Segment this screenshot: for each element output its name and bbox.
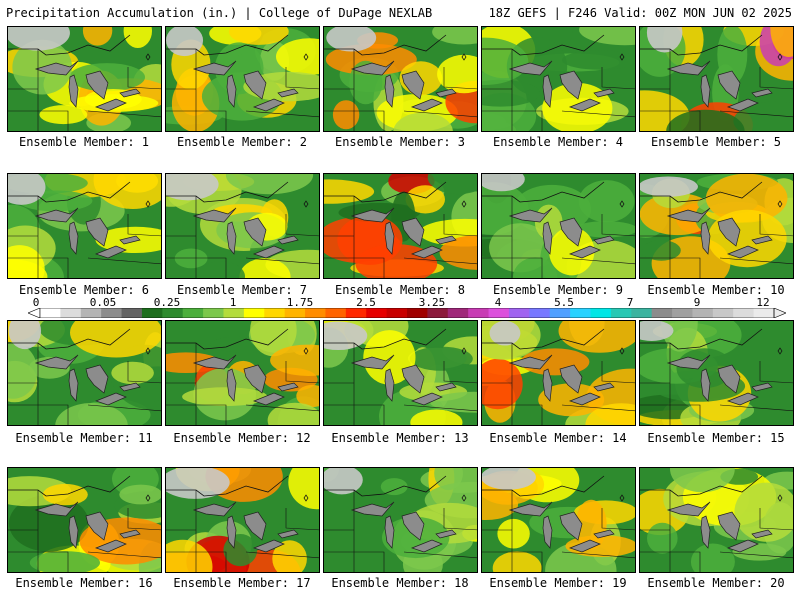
legend-swatch	[407, 308, 428, 318]
precip-map-panel	[323, 467, 478, 573]
legend-swatch	[40, 308, 61, 318]
precip-map-panel	[7, 26, 162, 132]
legend-swatch	[264, 308, 286, 318]
legend-tick-label: 0.05	[89, 296, 117, 309]
legend-swatch	[468, 308, 490, 318]
precip-map-panel	[639, 173, 794, 279]
precip-map-panel	[481, 173, 636, 279]
legend-arrow-right	[773, 308, 786, 318]
ensemble-member-caption: Ensemble Member: 13	[331, 431, 469, 445]
legend-swatch	[345, 308, 367, 318]
ensemble-member-caption: Ensemble Member: 12	[173, 431, 311, 445]
ensemble-member-caption: Ensemble Member: 2	[176, 135, 308, 149]
precip-map-panel	[165, 467, 320, 573]
legend-swatch	[427, 308, 449, 318]
ensemble-member-caption: Ensemble Member: 1	[18, 135, 150, 149]
legend-swatch	[366, 308, 388, 318]
legend-swatch	[570, 308, 591, 318]
legend-tick-label: 1.75	[286, 296, 314, 309]
legend-swatch	[223, 308, 245, 318]
precip-map-panel	[481, 320, 636, 426]
precip-map-panel	[481, 467, 636, 573]
legend-swatch	[610, 308, 632, 318]
legend-tick-label: 12	[756, 296, 770, 309]
ensemble-member-caption: Ensemble Member: 18	[331, 576, 469, 590]
legend-tick-label: 1	[229, 296, 237, 309]
precip-map-panel	[165, 173, 320, 279]
precip-map-panel	[7, 173, 162, 279]
legend-swatch	[590, 308, 612, 318]
legend-swatch	[488, 308, 510, 318]
precip-map-panel	[481, 26, 636, 132]
ensemble-member-caption: Ensemble Member: 5	[650, 135, 782, 149]
legend-tick-label: 5.5	[554, 296, 574, 309]
legend-tick-label: 0	[32, 296, 40, 309]
precip-map-panel	[7, 320, 162, 426]
legend-swatch	[243, 308, 265, 318]
legend-tick-label: 9	[693, 296, 701, 309]
ensemble-member-caption: Ensemble Member: 3	[334, 135, 466, 149]
ensemble-member-caption: Ensemble Member: 7	[176, 283, 308, 297]
header-valid-time: 18Z GEFS | F246 Valid: 00Z MON JUN 02 20…	[488, 6, 792, 20]
precip-map-panel	[165, 320, 320, 426]
legend-tick-label: 7	[626, 296, 634, 309]
precip-map-panel	[639, 467, 794, 573]
legend-swatch	[753, 308, 775, 318]
ensemble-member-caption: Ensemble Member: 6	[18, 283, 150, 297]
precip-map-panel	[639, 320, 794, 426]
legend-tick-label: 3.25	[418, 296, 446, 309]
legend-swatch	[80, 308, 102, 318]
legend-tick-label: 4	[494, 296, 502, 309]
legend-swatch	[672, 308, 693, 318]
legend-tick-label: 0.25	[153, 296, 181, 309]
legend-swatch	[182, 308, 204, 318]
ensemble-member-caption: Ensemble Member: 17	[173, 576, 311, 590]
legend-swatch	[529, 308, 551, 318]
ensemble-member-caption: Ensemble Member: 10	[647, 283, 785, 297]
legend-swatch	[733, 308, 755, 318]
ensemble-member-caption: Ensemble Member: 19	[489, 576, 627, 590]
ensemble-member-caption: Ensemble Member: 16	[15, 576, 153, 590]
legend-swatch	[651, 308, 673, 318]
precip-map-panel	[323, 173, 478, 279]
color-legend	[28, 308, 786, 318]
legend-swatch	[508, 308, 530, 318]
precip-map-panel	[323, 26, 478, 132]
precip-map-panel	[7, 467, 162, 573]
ensemble-member-caption: Ensemble Member: 20	[647, 576, 785, 590]
legend-swatch	[101, 308, 123, 318]
legend-swatch	[325, 308, 347, 318]
legend-swatch	[60, 308, 82, 318]
legend-swatch	[549, 308, 571, 318]
ensemble-member-caption: Ensemble Member: 4	[492, 135, 624, 149]
legend-swatch	[631, 308, 653, 318]
legend-swatch	[284, 308, 306, 318]
legend-swatch	[141, 308, 163, 318]
ensemble-member-caption: Ensemble Member: 14	[489, 431, 627, 445]
ensemble-member-caption: Ensemble Member: 8	[334, 283, 466, 297]
legend-swatch	[692, 308, 714, 318]
precip-map-panel	[639, 26, 794, 132]
header-title: Precipitation Accumulation (in.) | Colle…	[6, 6, 433, 20]
legend-arrow-left	[28, 308, 41, 318]
legend-swatch	[447, 308, 469, 318]
legend-swatch	[203, 308, 224, 318]
legend-swatch	[712, 308, 734, 318]
legend-swatch	[386, 308, 408, 318]
precip-map-panel	[323, 320, 478, 426]
ensemble-member-caption: Ensemble Member: 15	[647, 431, 785, 445]
precip-map-panel	[165, 26, 320, 132]
legend-swatch	[305, 308, 326, 318]
legend-swatch	[121, 308, 143, 318]
legend-swatch	[162, 308, 184, 318]
legend-tick-label: 2.5	[356, 296, 376, 309]
ensemble-member-caption: Ensemble Member: 9	[492, 283, 624, 297]
ensemble-member-caption: Ensemble Member: 11	[15, 431, 153, 445]
